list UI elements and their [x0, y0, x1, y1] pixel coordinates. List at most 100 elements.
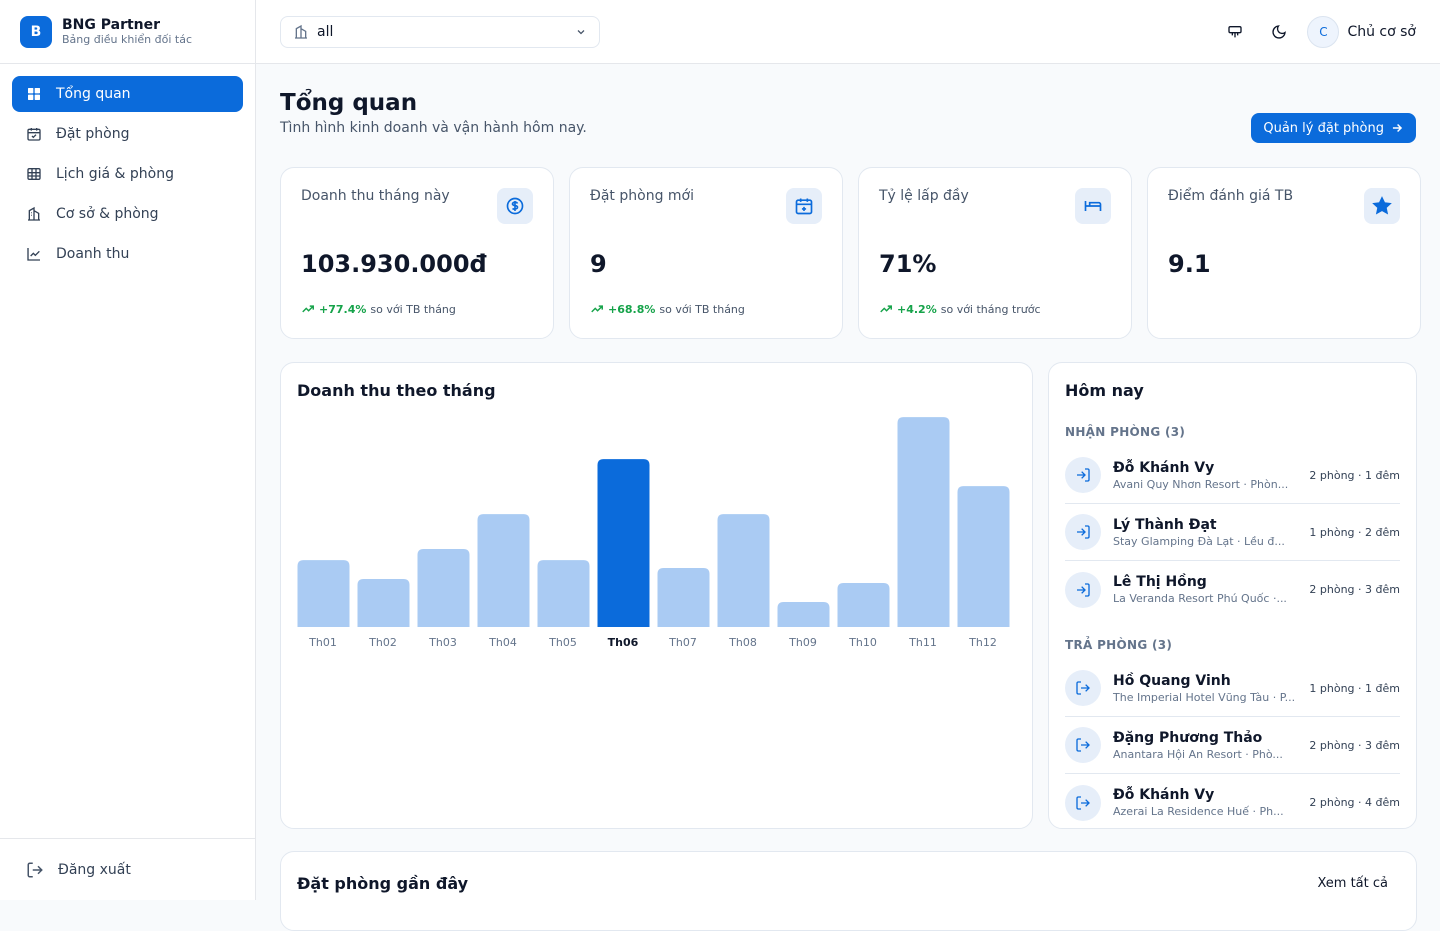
guest-list: Hồ Quang Vinh The Imperial Hotel Vũng Tàu…	[1065, 660, 1400, 831]
guest-detail: Avani Quy Nhơn Resort · Phòn...	[1113, 477, 1289, 491]
guest-detail: Anantara Hội An Resort · Phò...	[1113, 747, 1283, 761]
brand: B BNG Partner Bảng điều khiển đối tác	[0, 0, 255, 64]
select-value: all	[317, 24, 334, 40]
stat-card: Đặt phòng mới 9 +68.8% so với TB tháng	[569, 167, 843, 339]
guest-item[interactable]: Đỗ Khánh Vy Azerai La Residence Huế · Ph.…	[1065, 774, 1400, 831]
main: Tổng quan Tình hình kinh doanh và vận hà…	[280, 64, 1421, 931]
change-note: so với TB tháng	[370, 302, 456, 316]
guest-detail: Azerai La Residence Huế · Ph...	[1113, 805, 1284, 818]
page-subtitle: Tình hình kinh doanh và vận hành hôm nay…	[280, 120, 587, 136]
avatar[interactable]: C	[1307, 16, 1340, 48]
group-heading: NHẬN PHÒNG (3)	[1065, 425, 1186, 439]
nav: Tổng quan Đặt phòng Lịch giá & phòng Cơ sở …	[0, 64, 255, 288]
user-name: Chủ cơ sở	[1347, 24, 1416, 40]
nav-label: Cơ sở & phòng	[56, 206, 159, 222]
stat-label: Đặt phòng mới	[590, 188, 694, 204]
nav-item[interactable]: Đặt phòng	[12, 116, 243, 152]
bar	[357, 579, 410, 627]
change-value: +4.2%	[897, 302, 937, 316]
guest-meta: 2 phòng · 3 đêm	[1309, 738, 1400, 752]
property-select[interactable]: all	[280, 16, 600, 48]
stat-change: +68.8% so với TB tháng	[590, 302, 745, 316]
stat-label: Tỷ lệ lấp đầy	[879, 188, 969, 204]
guest-item[interactable]: Lê Thị Hồng La Veranda Resort Phú Quốc ·.…	[1065, 561, 1400, 618]
logo: B	[20, 15, 52, 48]
sidebar: B BNG Partner Bảng điều khiển đối tác Tổ…	[0, 0, 256, 900]
stat-card: Điểm đánh giá TB 9.1	[1147, 167, 1421, 339]
logout-label: Đăng xuất	[58, 861, 131, 878]
guest-name: Hồ Quang Vinh	[1113, 672, 1231, 689]
x-tick-label: Th12	[968, 636, 997, 649]
nav-label: Doanh thu	[56, 246, 130, 262]
guest-meta: 2 phòng · 4 đêm	[1309, 796, 1400, 809]
guest-item[interactable]: Đặng Phương Thảo Anantara Hội An Resort ·…	[1065, 717, 1400, 774]
nav-item[interactable]: Lịch giá & phòng	[12, 156, 243, 192]
stat-cards: Doanh thu tháng này 103.930.000đ +77.4% so …	[280, 167, 1421, 339]
stat-card: Tỷ lệ lấp đầy 71% +4.2% so với tháng trước	[858, 167, 1132, 339]
x-tick-label: Th05	[548, 636, 577, 649]
stat-label: Doanh thu tháng này	[301, 188, 450, 204]
chart: Th01 Th02 Th03 Th04 Th05 Th06 Th07 Th08 Th09 Th10…	[297, 417, 1010, 649]
guest-meta: 1 phòng · 1 đêm	[1309, 681, 1400, 695]
nav-label: Lịch giá & phòng	[56, 166, 174, 182]
header: all C Chủ cơ sở	[256, 0, 1440, 64]
guest-item[interactable]: Hồ Quang Vinh The Imperial Hotel Vũng Tàu…	[1065, 660, 1400, 717]
x-tick-label: Th07	[668, 636, 697, 649]
nav-item[interactable]: Tổng quan	[12, 76, 243, 112]
stat-value: 71%	[879, 250, 937, 278]
bar	[897, 417, 950, 627]
brand-name: BNG Partner	[62, 17, 161, 33]
bar	[477, 514, 530, 627]
change-value: +77.4%	[319, 302, 367, 316]
manage-bookings-button[interactable]: Quản lý đặt phòng	[1251, 113, 1416, 143]
change-note: so với TB tháng	[659, 302, 745, 316]
bar	[417, 548, 470, 627]
bar	[957, 486, 1010, 627]
guest-icon	[1065, 457, 1101, 493]
nav-label: Tổng quan	[56, 86, 131, 102]
x-tick-label: Th01	[308, 636, 337, 649]
nav-item[interactable]: Doanh thu	[12, 236, 243, 272]
guest-name: Lê Thị Hồng	[1113, 574, 1207, 590]
bar	[297, 560, 350, 627]
guest-meta: 2 phòng · 3 đêm	[1309, 583, 1400, 596]
guest-item[interactable]: Lý Thành Đạt Stay Glamping Đà Lạt · Lều đ…	[1065, 504, 1400, 561]
page-title: Tổng quan	[280, 90, 418, 116]
logout[interactable]: Đăng xuất	[0, 838, 255, 900]
guest-name: Đỗ Khánh Vy	[1113, 787, 1215, 803]
guest-item[interactable]: Đỗ Khánh Vy Avani Quy Nhơn Resort · Phòn.…	[1065, 447, 1400, 504]
guest-meta: 2 phòng · 1 đêm	[1309, 468, 1400, 482]
bar	[717, 514, 770, 627]
guest-icon	[1065, 784, 1101, 821]
view-all-link[interactable]: Xem tất cả	[1317, 876, 1388, 891]
guest-icon	[1065, 670, 1101, 706]
today-card: Hôm nay NHẬN PHÒNG (3) Đỗ Khánh Vy Avani Q…	[1048, 362, 1417, 829]
revenue-chart-card: Doanh thu theo tháng Th01 Th02 Th03 Th04 Th0…	[280, 362, 1033, 829]
stat-value: 9.1	[1168, 250, 1211, 278]
stat-change: +77.4% so với TB tháng	[301, 302, 456, 316]
stat-icon	[497, 188, 533, 224]
x-tick-label: Th08	[728, 636, 757, 649]
x-tick-label: Th06	[608, 636, 639, 649]
stat-label: Điểm đánh giá TB	[1168, 188, 1294, 204]
guest-name: Đỗ Khánh Vy	[1113, 459, 1215, 476]
stat-icon	[1364, 188, 1400, 224]
stat-change: +4.2% so với tháng trước	[879, 302, 1041, 316]
x-tick-label: Th04	[488, 636, 517, 649]
guest-name: Lý Thành Đạt	[1113, 516, 1217, 533]
guest-icon	[1065, 727, 1101, 763]
bar	[597, 459, 650, 627]
bar	[537, 560, 590, 627]
brand-subtitle: Bảng điều khiển đối tác	[62, 33, 193, 46]
nav-item[interactable]: Cơ sở & phòng	[12, 196, 243, 232]
bar	[657, 568, 710, 627]
stat-icon	[786, 188, 822, 224]
chart-title: Doanh thu theo tháng	[297, 381, 496, 400]
recent-bookings-card: Đặt phòng gần đây Xem tất cả	[280, 851, 1417, 931]
x-tick-label: Th03	[428, 636, 457, 649]
x-tick-label: Th02	[368, 636, 397, 649]
x-tick-label: Th10	[848, 636, 877, 649]
bar	[837, 583, 890, 627]
today-title: Hôm nay	[1065, 381, 1144, 400]
